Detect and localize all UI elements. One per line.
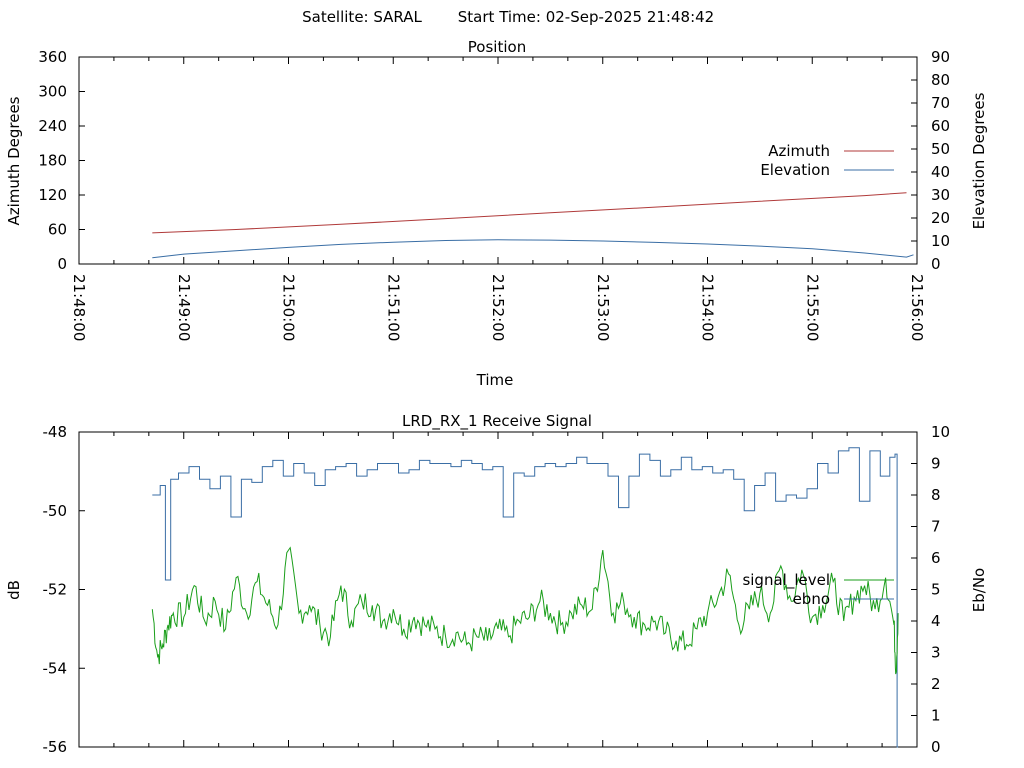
legend-azimuth-label: Azimuth — [768, 142, 830, 160]
position-y2-tick-label: 80 — [931, 71, 950, 89]
satellite-label: Satellite: SARAL — [302, 8, 422, 26]
position-y-tick-label: 300 — [38, 83, 67, 101]
signal-y2-tick-label: 8 — [931, 486, 941, 504]
position-y2-axis-label: Elevation Degrees — [970, 92, 988, 229]
position-x-tick-label: 21:53:00 — [594, 274, 612, 341]
position-y-axis-label: Azimuth Degrees — [5, 96, 23, 225]
signal-y2-tick-label: 10 — [931, 423, 950, 441]
ebno-line — [152, 447, 899, 748]
position-x-axis-label: Time — [476, 371, 514, 389]
position-y2-tick-label: 40 — [931, 163, 950, 181]
signal-chart-title: LRD_RX_1 Receive Signal — [402, 412, 592, 431]
position-x-tick-label: 21:55:00 — [803, 274, 821, 341]
position-y-tick-label: 180 — [38, 152, 67, 170]
position-y-tick-label: 360 — [38, 48, 67, 66]
signal-y-tick-label: -56 — [43, 738, 68, 756]
signal-y2-tick-label: 6 — [931, 549, 941, 567]
signal-y2-tick-label: 2 — [931, 675, 941, 693]
signal-y2-tick-label: 1 — [931, 707, 941, 725]
legend-elevation-label: Elevation — [760, 161, 830, 179]
position-x-tick-label: 21:56:00 — [908, 274, 926, 341]
legend-ebno-label: ebno — [793, 590, 830, 608]
signal-y2-axis-label: Eb/No — [970, 568, 988, 612]
position-y2-tick-label: 90 — [931, 48, 950, 66]
position-chart-title: Position — [468, 38, 526, 56]
position-x-tick-label: 21:48:00 — [70, 274, 88, 341]
signal-y-tick-label: -50 — [43, 502, 68, 520]
signal-y-tick-label: -52 — [43, 581, 68, 599]
position-series — [152, 192, 914, 259]
signal-y2-tick-label: 0 — [931, 738, 941, 756]
signal-ticks: -56 -54 -52 -50 -48 0 1 2 3 4 5 6 7 8 9 10 — [43, 423, 951, 756]
signal-legend: signal_level ebno — [742, 571, 894, 608]
position-y2-tick-label: 10 — [931, 232, 950, 250]
legend-signal-level-label: signal_level — [742, 571, 830, 590]
signal-y-axis-label: dB — [5, 580, 23, 600]
signal-y-tick-label: -48 — [43, 423, 68, 441]
position-y2-tick-label: 30 — [931, 186, 950, 204]
signal-y2-tick-label: 7 — [931, 518, 941, 536]
position-y2-tick-label: 20 — [931, 209, 950, 227]
position-y-tick-label: 60 — [48, 221, 67, 239]
position-y-tick-label: 0 — [57, 255, 67, 273]
azimuth-line — [152, 192, 907, 234]
position-chart: Position Azimuth Degrees Elevation Degre… — [5, 38, 988, 389]
position-y2-tick-label: 0 — [931, 255, 941, 273]
position-x-tick-label: 21:49:00 — [175, 274, 193, 341]
signal-y2-tick-label: 4 — [931, 612, 941, 630]
position-x-tick-label: 21:51:00 — [384, 274, 402, 341]
elevation-line — [152, 239, 914, 259]
position-y-tick-label: 240 — [38, 117, 67, 135]
signal-y-tick-label: -54 — [43, 659, 68, 677]
position-ticks: 0 60 120 180 240 300 360 0 10 20 30 40 50 60 70 80 90 21:… — [38, 48, 950, 341]
signal-series — [151, 447, 899, 748]
position-y2-tick-label: 70 — [931, 94, 950, 112]
signal-y2-tick-label: 5 — [931, 581, 941, 599]
signal-level-line — [151, 546, 899, 675]
start-time-label: Start Time: 02-Sep-2025 21:48:42 — [458, 8, 714, 26]
signal-y2-tick-label: 3 — [931, 644, 941, 662]
signal-y2-tick-label: 9 — [931, 455, 941, 473]
signal-chart: LRD_RX_1 Receive Signal dB Eb/No -56-54-… — [5, 412, 988, 756]
position-x-tick-label: 21:54:00 — [699, 274, 717, 341]
position-x-tick-label: 21:52:00 — [489, 274, 507, 341]
position-y-tick-label: 120 — [38, 186, 67, 204]
position-x-tick-label: 21:50:00 — [280, 274, 298, 341]
position-y2-tick-label: 50 — [931, 140, 950, 158]
position-y2-tick-label: 60 — [931, 117, 950, 135]
position-legend: Azimuth Elevation — [760, 142, 894, 179]
